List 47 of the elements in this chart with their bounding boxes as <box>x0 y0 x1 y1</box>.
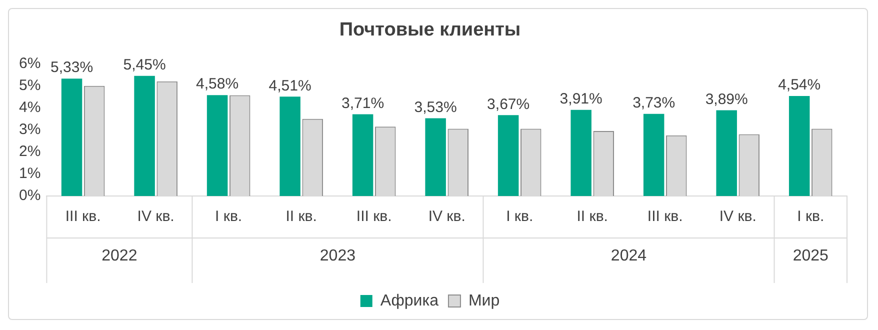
data-label: 4,54% <box>778 76 821 94</box>
bar <box>352 114 374 196</box>
bar <box>716 110 737 196</box>
chart-title: Почтовые клиенты <box>339 20 521 41</box>
x-tick-label: IV кв. <box>428 208 466 226</box>
data-label: 3,67% <box>487 96 530 113</box>
data-label: 3,53% <box>414 98 457 116</box>
x-tick-label: I кв. <box>797 208 824 226</box>
bar <box>280 96 300 196</box>
bar <box>425 118 446 196</box>
text: 2025 <box>792 247 829 264</box>
data-label: 3,71% <box>342 94 384 112</box>
bar <box>788 96 810 196</box>
bar <box>206 95 228 196</box>
x-tick-label: II кв. <box>286 208 317 226</box>
y-tick-label: 3% <box>18 121 41 138</box>
x-tick-label: IV кв. <box>719 208 756 226</box>
bar <box>643 114 664 196</box>
bar <box>61 78 82 196</box>
y-tick-label: 2% <box>18 143 41 160</box>
bar <box>134 76 155 196</box>
y-tick-label: 5% <box>18 76 41 94</box>
y-tick-label: 6% <box>18 54 41 72</box>
data-label: 5,33% <box>50 59 94 76</box>
x-tick-label: III кв. <box>356 208 392 226</box>
y-tick-label: 1% <box>18 165 41 182</box>
data-label: 4,58% <box>196 76 239 93</box>
data-label: 3,91% <box>560 90 602 108</box>
bar <box>498 115 519 196</box>
x-tick-label: IV кв. <box>137 208 174 226</box>
x-tick-label: I кв. <box>215 208 242 226</box>
text: 2023 <box>320 247 356 264</box>
data-label: 3,73% <box>632 94 676 112</box>
x-tick-label: I кв. <box>506 208 534 226</box>
text: 2024 <box>610 247 647 264</box>
y-tick-label: 4% <box>18 99 41 116</box>
data-label: 4,51% <box>268 77 312 94</box>
legend-label: Африка <box>380 292 439 310</box>
x-tick-label: II кв. <box>576 208 608 226</box>
text: 2022 <box>102 247 138 264</box>
data-label: 5,45% <box>123 56 166 74</box>
bar <box>570 110 592 196</box>
legend-label: Мир <box>468 292 500 310</box>
x-tick-label: III кв. <box>647 208 683 226</box>
y-tick-label: 0% <box>18 187 41 204</box>
x-tick-label: III кв. <box>65 208 101 226</box>
data-label: 3,89% <box>705 90 748 108</box>
